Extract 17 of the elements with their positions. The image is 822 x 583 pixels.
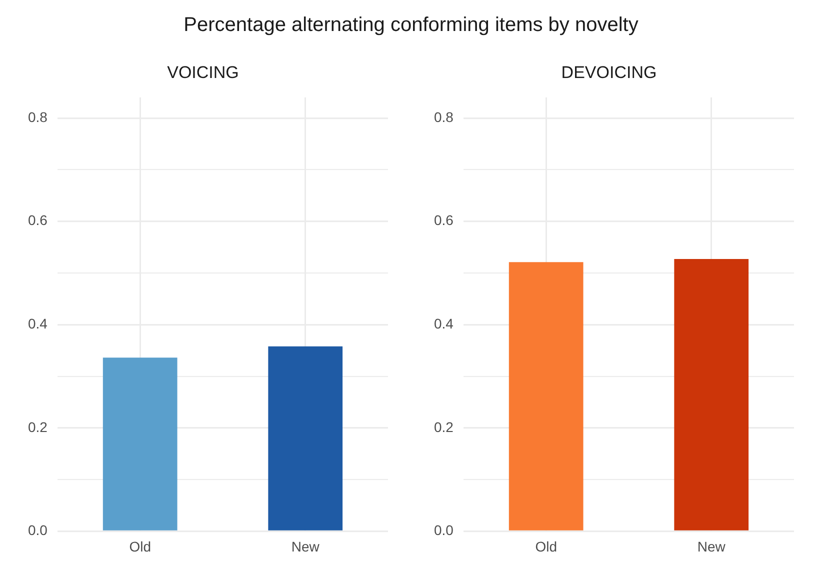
y-tick-label: 0.6 — [434, 212, 454, 228]
chart-title: Percentage alternating conforming items by novelty — [182, 13, 640, 38]
y-tick-label: 0.8 — [28, 108, 48, 125]
y-tick-label: 0.4 — [434, 315, 454, 332]
y-tick-label: 0.6 — [28, 212, 48, 228]
chart-subtitle: DEVOICING — [561, 62, 657, 82]
x-tick-label: Old — [535, 538, 557, 554]
y-tick-label: 0.0 — [28, 522, 48, 538]
y-tick-label: 0.4 — [28, 315, 48, 332]
y-tick-label: 0.8 — [434, 108, 454, 125]
chart-subtitle: VOICING — [167, 62, 239, 82]
x-tick-label: New — [697, 538, 726, 554]
y-tick-label: 0.2 — [434, 418, 454, 435]
y-tick-label: 0.2 — [28, 418, 48, 435]
x-tick-label: New — [291, 538, 320, 554]
y-tick-label: 0.0 — [434, 522, 454, 538]
x-tick-label: Old — [129, 538, 151, 554]
